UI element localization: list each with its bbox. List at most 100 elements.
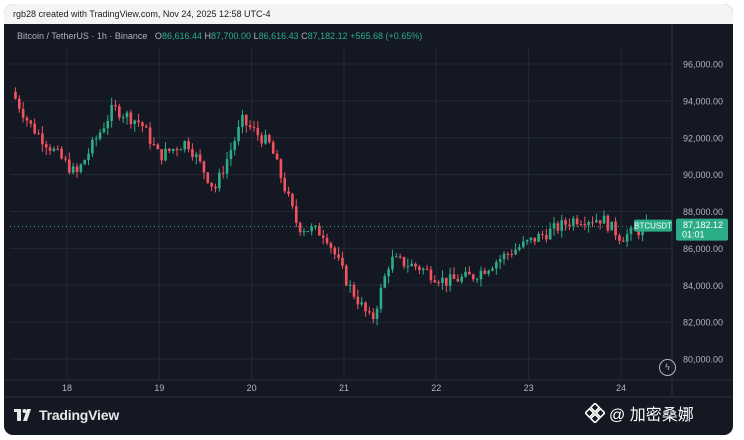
candle-down <box>445 277 448 286</box>
candle-up <box>521 241 525 248</box>
y-tick-label: 82,000.00 <box>683 318 723 328</box>
candle-up <box>475 279 479 281</box>
candle-down <box>129 112 133 125</box>
candle-up <box>587 222 590 226</box>
y-tick-label: 80,000.00 <box>683 355 723 365</box>
candle-up <box>610 221 614 231</box>
candle-down <box>17 98 21 109</box>
candle-up <box>629 227 633 235</box>
candle-down <box>287 191 290 194</box>
price-chart[interactable]: 80,000.00 82,000.00 84,000.00 86,000.00 88,0… <box>4 4 733 435</box>
candle-down <box>337 254 340 258</box>
candle-up <box>348 284 352 286</box>
header-bar: rgb28 created with TradingView.com, Nov … <box>4 4 733 24</box>
candle-up <box>71 166 75 173</box>
y-tick-label: 94,000.00 <box>683 96 723 106</box>
candle-down <box>202 161 206 173</box>
candle-up <box>395 256 398 258</box>
tradingview-logo[interactable]: TradingView <box>14 406 119 424</box>
candle-down <box>256 127 260 136</box>
candle-down <box>510 254 514 256</box>
watermark-text: @ 加密桑娜 <box>609 407 694 424</box>
candle-down <box>298 222 302 233</box>
y-tick-label: 96,000.00 <box>683 60 723 70</box>
candle-up <box>102 128 106 133</box>
candle-up <box>595 220 598 223</box>
candle-down <box>48 147 52 151</box>
lightning-icon: ϟ <box>665 362 670 372</box>
candle-down <box>583 224 587 226</box>
tradingview-logo-icon <box>14 409 31 421</box>
candle-up <box>625 234 629 242</box>
y-tick-label: 92,000.00 <box>683 133 723 143</box>
candle-down <box>591 222 594 224</box>
candle-down <box>160 149 163 161</box>
candle-up <box>302 231 306 233</box>
candle-down <box>214 186 217 189</box>
candle-up <box>171 148 175 151</box>
close-label: C <box>301 31 308 41</box>
candle-up <box>552 223 556 229</box>
last-price-value: 87,182.12 <box>683 220 723 230</box>
candle-down <box>41 133 44 145</box>
watermark: @ 加密桑娜 <box>585 401 694 425</box>
candle-up <box>387 269 390 277</box>
y-tick-label: 86,000.00 <box>683 244 723 254</box>
candle-down <box>541 234 544 236</box>
x-tick-label: 20 <box>247 383 257 393</box>
candle-down <box>221 172 225 174</box>
symbol-title[interactable]: Bitcoin / TetherUS · 1h · Binance <box>17 31 148 41</box>
candle-up <box>133 120 137 125</box>
candle-down <box>252 127 256 129</box>
candle-down <box>356 296 360 305</box>
candles <box>14 87 648 326</box>
candle-down <box>606 215 610 231</box>
ticker-tag <box>634 219 672 232</box>
candle-down <box>75 166 79 172</box>
candle-down <box>206 172 210 183</box>
candle-down <box>368 311 371 313</box>
tradingview-brand-text: TradingView <box>39 407 120 423</box>
x-tick-label: 21 <box>339 383 349 393</box>
x-tick-label: 18 <box>62 383 72 393</box>
candle-up <box>125 112 129 118</box>
candle-up <box>548 228 552 240</box>
high-label: H <box>204 31 212 41</box>
scroll-to-realtime-button[interactable]: ϟ <box>659 359 676 376</box>
candle-up <box>525 240 529 242</box>
low-label: L <box>253 31 259 41</box>
candle-down <box>148 127 152 145</box>
candle-up <box>379 287 383 309</box>
x-tick-label: 19 <box>154 383 164 393</box>
candle-down <box>14 91 17 99</box>
candle-down <box>556 223 560 231</box>
candle-down <box>156 144 160 150</box>
candle-down <box>144 126 148 128</box>
candle-down <box>579 224 583 226</box>
candle-down <box>152 144 156 146</box>
candle-up <box>314 225 317 227</box>
candle-down <box>614 221 617 236</box>
candle-down <box>468 271 471 275</box>
candle-down <box>618 235 621 241</box>
open-label: O <box>154 31 162 41</box>
ohlc-legend[interactable]: Bitcoin / TetherUS · 1h · Binance O86,61… <box>17 31 422 41</box>
candle-up <box>218 172 221 189</box>
candle-down <box>141 122 144 127</box>
candle-down <box>210 182 213 187</box>
candle-down <box>329 243 333 248</box>
candle-up <box>306 231 310 233</box>
candle-up <box>121 117 125 119</box>
candle-down <box>198 154 202 162</box>
candle-up <box>229 150 233 160</box>
candle-up <box>264 134 267 144</box>
candle-down <box>402 257 406 267</box>
x-tick-label: 24 <box>616 383 626 393</box>
candle-down <box>456 278 460 282</box>
candle-up <box>87 153 90 161</box>
candle-up <box>110 104 113 121</box>
candle-up <box>514 249 517 255</box>
candle-up <box>410 263 413 267</box>
candle-down <box>414 263 417 267</box>
candle-down <box>429 269 433 281</box>
